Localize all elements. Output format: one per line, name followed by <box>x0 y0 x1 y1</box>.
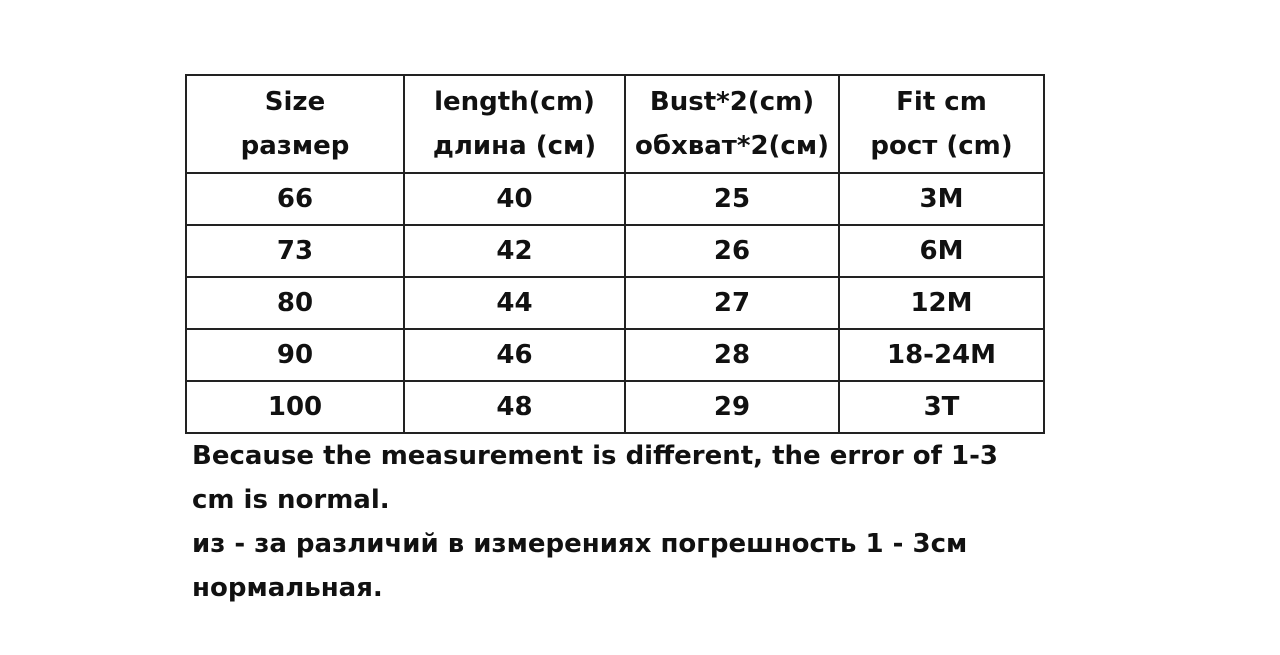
note-line: Because the measurement is different, th… <box>192 441 998 471</box>
table-cell: 66 <box>185 172 405 226</box>
size-chart-table: Size размер length(cm) длина (см) Bust*2(cm)… <box>185 74 1045 434</box>
table-row: 90 46 28 18-24M <box>185 328 1045 382</box>
note-line: cm is normal. <box>192 485 390 515</box>
table-cell: 12M <box>838 276 1045 330</box>
column-header: Size размер <box>185 74 405 174</box>
table-cell: 46 <box>403 328 626 382</box>
header-label-ru: длина (см) <box>432 131 597 161</box>
note-line: из - за различий в измерениях погрешност… <box>192 529 968 559</box>
table-cell: 100 <box>185 380 405 434</box>
header-label-ru: рост (cm) <box>870 131 1013 161</box>
column-header: length(cm) длина (см) <box>403 74 626 174</box>
table-cell: 29 <box>624 380 840 434</box>
table-cell: 3T <box>838 380 1045 434</box>
table-cell: 28 <box>624 328 840 382</box>
table-cell: 90 <box>185 328 405 382</box>
table-cell: 48 <box>403 380 626 434</box>
table-cell: 40 <box>403 172 626 226</box>
table-cell: 18-24M <box>838 328 1045 382</box>
column-header: Fit cm рост (cm) <box>838 74 1045 174</box>
table-row: 80 44 27 12M <box>185 276 1045 330</box>
header-label-en: length(cm) <box>434 87 595 117</box>
table-cell: 27 <box>624 276 840 330</box>
table-cell: 44 <box>403 276 626 330</box>
header-label-en: Size <box>264 87 326 117</box>
table-cell: 6M <box>838 224 1045 278</box>
header-label-ru: размер <box>240 131 350 161</box>
header-label-ru: обхват*2(см) <box>635 131 829 161</box>
header-row: Size размер length(cm) длина (см) Bust*2(cm)… <box>185 74 1045 174</box>
table-cell: 42 <box>403 224 626 278</box>
measurement-note: Because the measurement is different, th… <box>192 434 998 610</box>
header-label-en: Bust*2(cm) <box>649 87 815 117</box>
table-cell: 73 <box>185 224 405 278</box>
header-label-en: Fit cm <box>896 87 987 117</box>
column-header: Bust*2(cm) обхват*2(см) <box>624 74 840 174</box>
table-row: 100 48 29 3T <box>185 380 1045 434</box>
table-cell: 26 <box>624 224 840 278</box>
table-row: 66 40 25 3M <box>185 172 1045 226</box>
note-line: нормальная. <box>192 573 383 603</box>
table-cell: 80 <box>185 276 405 330</box>
table-cell: 3M <box>838 172 1045 226</box>
table-row: 73 42 26 6M <box>185 224 1045 278</box>
table-cell: 25 <box>624 172 840 226</box>
